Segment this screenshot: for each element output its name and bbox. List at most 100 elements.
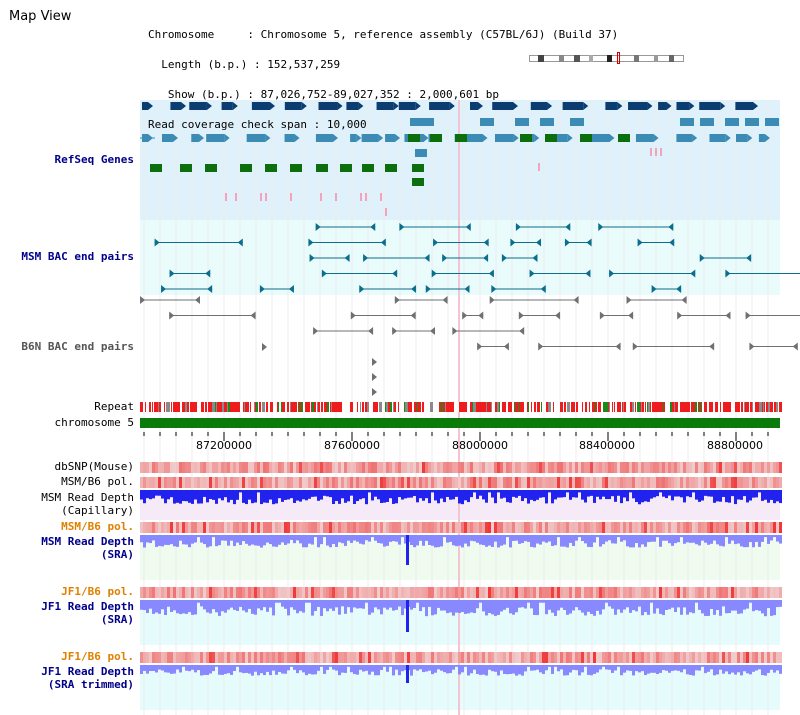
read-depth-bar bbox=[758, 535, 761, 547]
b6n-bac-label[interactable]: B6N BAC end pairs bbox=[21, 340, 134, 353]
read-depth-bar bbox=[476, 600, 479, 609]
heatmap-cell bbox=[236, 522, 239, 533]
read-depth-bar bbox=[392, 535, 395, 542]
read-depth-bar bbox=[194, 535, 197, 543]
read-depth-bar bbox=[221, 665, 224, 675]
repeat-segment bbox=[677, 402, 678, 412]
read-depth-bar bbox=[629, 535, 632, 548]
heatmap-cell bbox=[761, 462, 764, 473]
msm-bac-end bbox=[483, 254, 489, 262]
read-depth-bar bbox=[761, 665, 764, 676]
read-depth-spike bbox=[406, 600, 409, 632]
gene-glyph bbox=[346, 102, 359, 110]
read-depth-bar bbox=[590, 600, 593, 615]
heatmap-cell bbox=[230, 462, 233, 473]
read-depth-bar bbox=[458, 600, 461, 614]
repeat-segment bbox=[505, 402, 506, 412]
repeat-segment bbox=[373, 402, 374, 412]
read-depth-bar bbox=[335, 600, 338, 608]
heatmap-cell bbox=[152, 652, 155, 663]
heatmap-cell bbox=[386, 477, 389, 488]
read-depth-bar bbox=[281, 665, 284, 674]
msm-bac-label[interactable]: MSM BAC end pairs bbox=[21, 250, 134, 263]
repeat-segment bbox=[398, 402, 399, 412]
read-depth-bar bbox=[305, 490, 308, 501]
read-depth-bar bbox=[680, 535, 683, 538]
heatmap-cell bbox=[356, 587, 359, 598]
b6n-bac-end bbox=[194, 296, 200, 304]
repeat-segment bbox=[486, 402, 488, 412]
read-depth-bar bbox=[602, 535, 605, 545]
read-depth-bar bbox=[437, 490, 440, 504]
repeat-segment bbox=[528, 402, 529, 412]
gene-glyph bbox=[376, 102, 394, 110]
heatmap-cell bbox=[347, 587, 350, 598]
read-depth-bar bbox=[746, 490, 749, 503]
read-depth-bar bbox=[482, 600, 485, 612]
msm-bac-end bbox=[668, 223, 674, 231]
heatmap-cell bbox=[749, 462, 752, 473]
read-depth-bar bbox=[740, 535, 743, 547]
refseq-genes-label[interactable]: RefSeq Genes bbox=[54, 153, 134, 166]
heatmap-cell bbox=[353, 477, 356, 488]
read-depth-bar bbox=[725, 665, 728, 672]
heatmap-cell bbox=[224, 522, 227, 533]
repeat-segment bbox=[350, 402, 353, 412]
heatmap-cell bbox=[416, 477, 419, 488]
read-depth-bar bbox=[752, 535, 755, 548]
gene-glyph bbox=[562, 102, 584, 110]
read-depth-bar bbox=[527, 600, 530, 603]
read-depth-bar bbox=[749, 490, 752, 501]
read-depth-bar bbox=[776, 600, 779, 608]
heatmap-cell bbox=[212, 587, 215, 598]
read-depth-bar bbox=[704, 535, 707, 543]
heatmap-cell bbox=[674, 462, 677, 473]
gene-arrow bbox=[337, 102, 343, 110]
heatmap-cell bbox=[356, 652, 359, 663]
repeat-segment bbox=[409, 402, 412, 412]
heatmap-cell bbox=[719, 587, 722, 598]
read-depth-bar bbox=[251, 490, 254, 504]
heatmap-cell bbox=[149, 462, 152, 473]
heatmap-cell bbox=[623, 652, 626, 663]
repeat-segment bbox=[201, 402, 204, 412]
heatmap-cell bbox=[386, 587, 389, 598]
read-depth-bar bbox=[269, 535, 272, 545]
heatmap-cell bbox=[659, 652, 662, 663]
repeat-segment bbox=[729, 402, 731, 412]
heatmap-cell bbox=[449, 462, 452, 473]
gene-arrow bbox=[393, 102, 399, 110]
heatmap-cell bbox=[515, 587, 518, 598]
b6n-bac-end bbox=[169, 311, 175, 320]
heatmap-cell bbox=[704, 477, 707, 488]
gene-glyph bbox=[628, 102, 648, 110]
read-depth-bar bbox=[419, 490, 422, 499]
heatmap-cell bbox=[185, 522, 188, 533]
repeat-segment bbox=[752, 402, 753, 412]
read-depth-bar bbox=[542, 665, 545, 674]
heatmap-cell bbox=[668, 652, 671, 663]
heatmap-cell bbox=[671, 462, 674, 473]
b6n-bac-end bbox=[599, 311, 605, 320]
read-depth-bar bbox=[365, 535, 368, 541]
heatmap-cell bbox=[425, 587, 428, 598]
read-depth-bar bbox=[278, 665, 281, 673]
heatmap-cell bbox=[749, 587, 752, 598]
heatmap-cell bbox=[671, 587, 674, 598]
heatmap-cell bbox=[242, 587, 245, 598]
read-depth-bar bbox=[707, 490, 710, 497]
ideogram-selection-marker[interactable] bbox=[617, 52, 620, 64]
heatmap-cell bbox=[716, 522, 719, 533]
repeat-segment bbox=[185, 402, 187, 412]
heatmap-cell bbox=[389, 522, 392, 533]
chromosome-ideogram[interactable] bbox=[529, 52, 684, 64]
heatmap-cell bbox=[176, 462, 179, 473]
gene-arrow bbox=[232, 102, 238, 110]
read-depth-bar bbox=[158, 535, 161, 546]
heatmap-cell bbox=[773, 652, 776, 663]
heatmap-cell bbox=[554, 477, 557, 488]
msm-bac-end bbox=[465, 223, 471, 231]
read-depth-bar bbox=[362, 600, 365, 609]
read-depth-bar bbox=[734, 665, 737, 675]
repeat-segment bbox=[167, 402, 170, 412]
